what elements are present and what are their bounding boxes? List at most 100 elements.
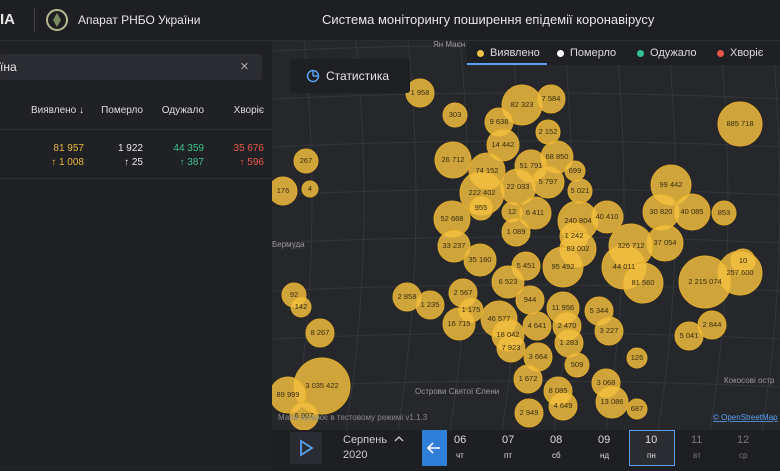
bubble-label: 2 858 (398, 292, 417, 301)
back-icon (426, 442, 440, 454)
day-number[interactable]: 09 (598, 434, 611, 446)
column-header[interactable]: Померло (101, 105, 143, 116)
bubble-label: 18 042 (497, 330, 520, 339)
bubble-label: 46 577 (488, 314, 511, 323)
graticule (709, 41, 729, 430)
bubble (594, 316, 624, 346)
legend-dot (717, 50, 724, 57)
bubble-label: 12 (508, 207, 516, 216)
month-toggle[interactable] (393, 434, 405, 444)
day-weekday[interactable]: чт (456, 451, 464, 460)
separator (34, 8, 35, 32)
bubble-label: 35 160 (469, 255, 492, 264)
attribution: © OpenStreetMap (713, 413, 778, 422)
day-weekday[interactable]: вт (693, 451, 701, 460)
place-label: Кокосові остр (724, 376, 775, 385)
bubble-label: 52 668 (441, 214, 464, 223)
selected-day (629, 430, 675, 466)
cell-value: 81 957 (53, 143, 84, 154)
legend-label[interactable]: Виявлено (490, 47, 540, 59)
cell-delta: ↑ 596 (239, 157, 264, 168)
bubble-label: 126 (631, 353, 644, 362)
legend-label[interactable]: Хворіє (730, 47, 764, 59)
bubble-label: 9 638 (490, 117, 509, 126)
bubble (513, 364, 543, 394)
bubble-label: 11 956 (552, 303, 574, 312)
bubble-label: 1 175 (462, 305, 481, 314)
bubble (486, 128, 520, 162)
cell-value: 44 359 (173, 143, 204, 154)
column-header[interactable]: Хворіє (233, 105, 264, 116)
bubble (518, 196, 552, 230)
bubble (626, 398, 648, 420)
bubble-label: 26 712 (442, 155, 465, 164)
bubble (289, 401, 319, 430)
bubble (293, 148, 319, 174)
day-weekday[interactable]: сб (552, 451, 561, 460)
emblem (46, 9, 68, 31)
bubble-label: 4 (308, 184, 312, 193)
day-number[interactable]: 12 (737, 434, 750, 446)
stats-button[interactable]: Статистика (290, 59, 410, 93)
search-box[interactable]: їна × (0, 54, 262, 80)
bubble-label: 885 718 (726, 119, 753, 128)
bubble-label: 222 402 (468, 188, 495, 197)
place-label: Бермуда (272, 240, 305, 249)
day-weekday[interactable]: ср (739, 451, 748, 460)
play-button[interactable] (290, 432, 322, 464)
bubble-label: 1 672 (519, 374, 538, 383)
cell-value: 1 922 (117, 143, 143, 154)
cell-value: 35 676 (233, 143, 264, 154)
bubble (437, 229, 471, 263)
legend: Виявлено Померло Одужало Хворіє (467, 41, 780, 65)
bubble-label: 8 085 (549, 386, 568, 395)
day-number[interactable]: 11 (691, 434, 703, 446)
day-number[interactable]: 10 (645, 434, 658, 446)
legend-label[interactable]: Одужало (650, 47, 697, 59)
bubble-label: 5 344 (590, 306, 609, 315)
bubble-label: 1 283 (560, 338, 579, 347)
bubble-label: 82 323 (511, 100, 534, 109)
bubble-label: 5 451 (517, 261, 536, 270)
bubble-label: 509 (571, 360, 584, 369)
header: IA Апарат РНБО України Система моніторин… (0, 0, 780, 41)
column-header[interactable]: Виявлено ↓ (30, 105, 84, 116)
search-text: їна (0, 60, 17, 74)
bubble (501, 217, 531, 247)
back-button[interactable] (422, 430, 447, 466)
bubble-label: 142 (295, 302, 308, 311)
bubble-label: 8 267 (311, 328, 330, 337)
bubble (415, 290, 445, 320)
bubble-label: 6 907 (295, 411, 314, 420)
day-number[interactable]: 06 (454, 434, 467, 446)
bubble-label: 16 715 (448, 319, 471, 328)
legend-dot (557, 50, 564, 57)
map-note: Мапа працює в тестовому режимі v1.1.3 (278, 413, 428, 422)
day-number[interactable]: 08 (550, 434, 563, 446)
bubble (622, 262, 664, 304)
bubble-label: 267 (300, 156, 313, 165)
bubble-label: 89 999 (277, 390, 300, 399)
bubble-label: 37 054 (654, 238, 677, 247)
day-number[interactable]: 07 (502, 434, 515, 446)
day-weekday[interactable]: нд (600, 451, 610, 460)
bubble (491, 265, 525, 299)
bubble-label: 3 068 (597, 378, 616, 387)
stats-label: Статистика (326, 69, 390, 83)
bubble (678, 255, 732, 309)
day-weekday[interactable]: пн (647, 451, 656, 460)
bubble-label: 2 152 (539, 127, 558, 136)
bubble (564, 352, 590, 378)
bubble-label: 40 410 (596, 212, 619, 221)
bubble-label: 95 492 (552, 262, 575, 271)
bubble (290, 296, 312, 318)
legend-underline (467, 63, 547, 65)
column-header[interactable]: Одужало (161, 105, 204, 116)
clear-button[interactable]: × (240, 58, 249, 75)
graticule (272, 140, 780, 148)
divider (0, 178, 272, 179)
day-weekday[interactable]: пт (504, 451, 512, 460)
legend-label[interactable]: Померло (570, 47, 617, 59)
bubble-label: 99 442 (660, 180, 683, 189)
